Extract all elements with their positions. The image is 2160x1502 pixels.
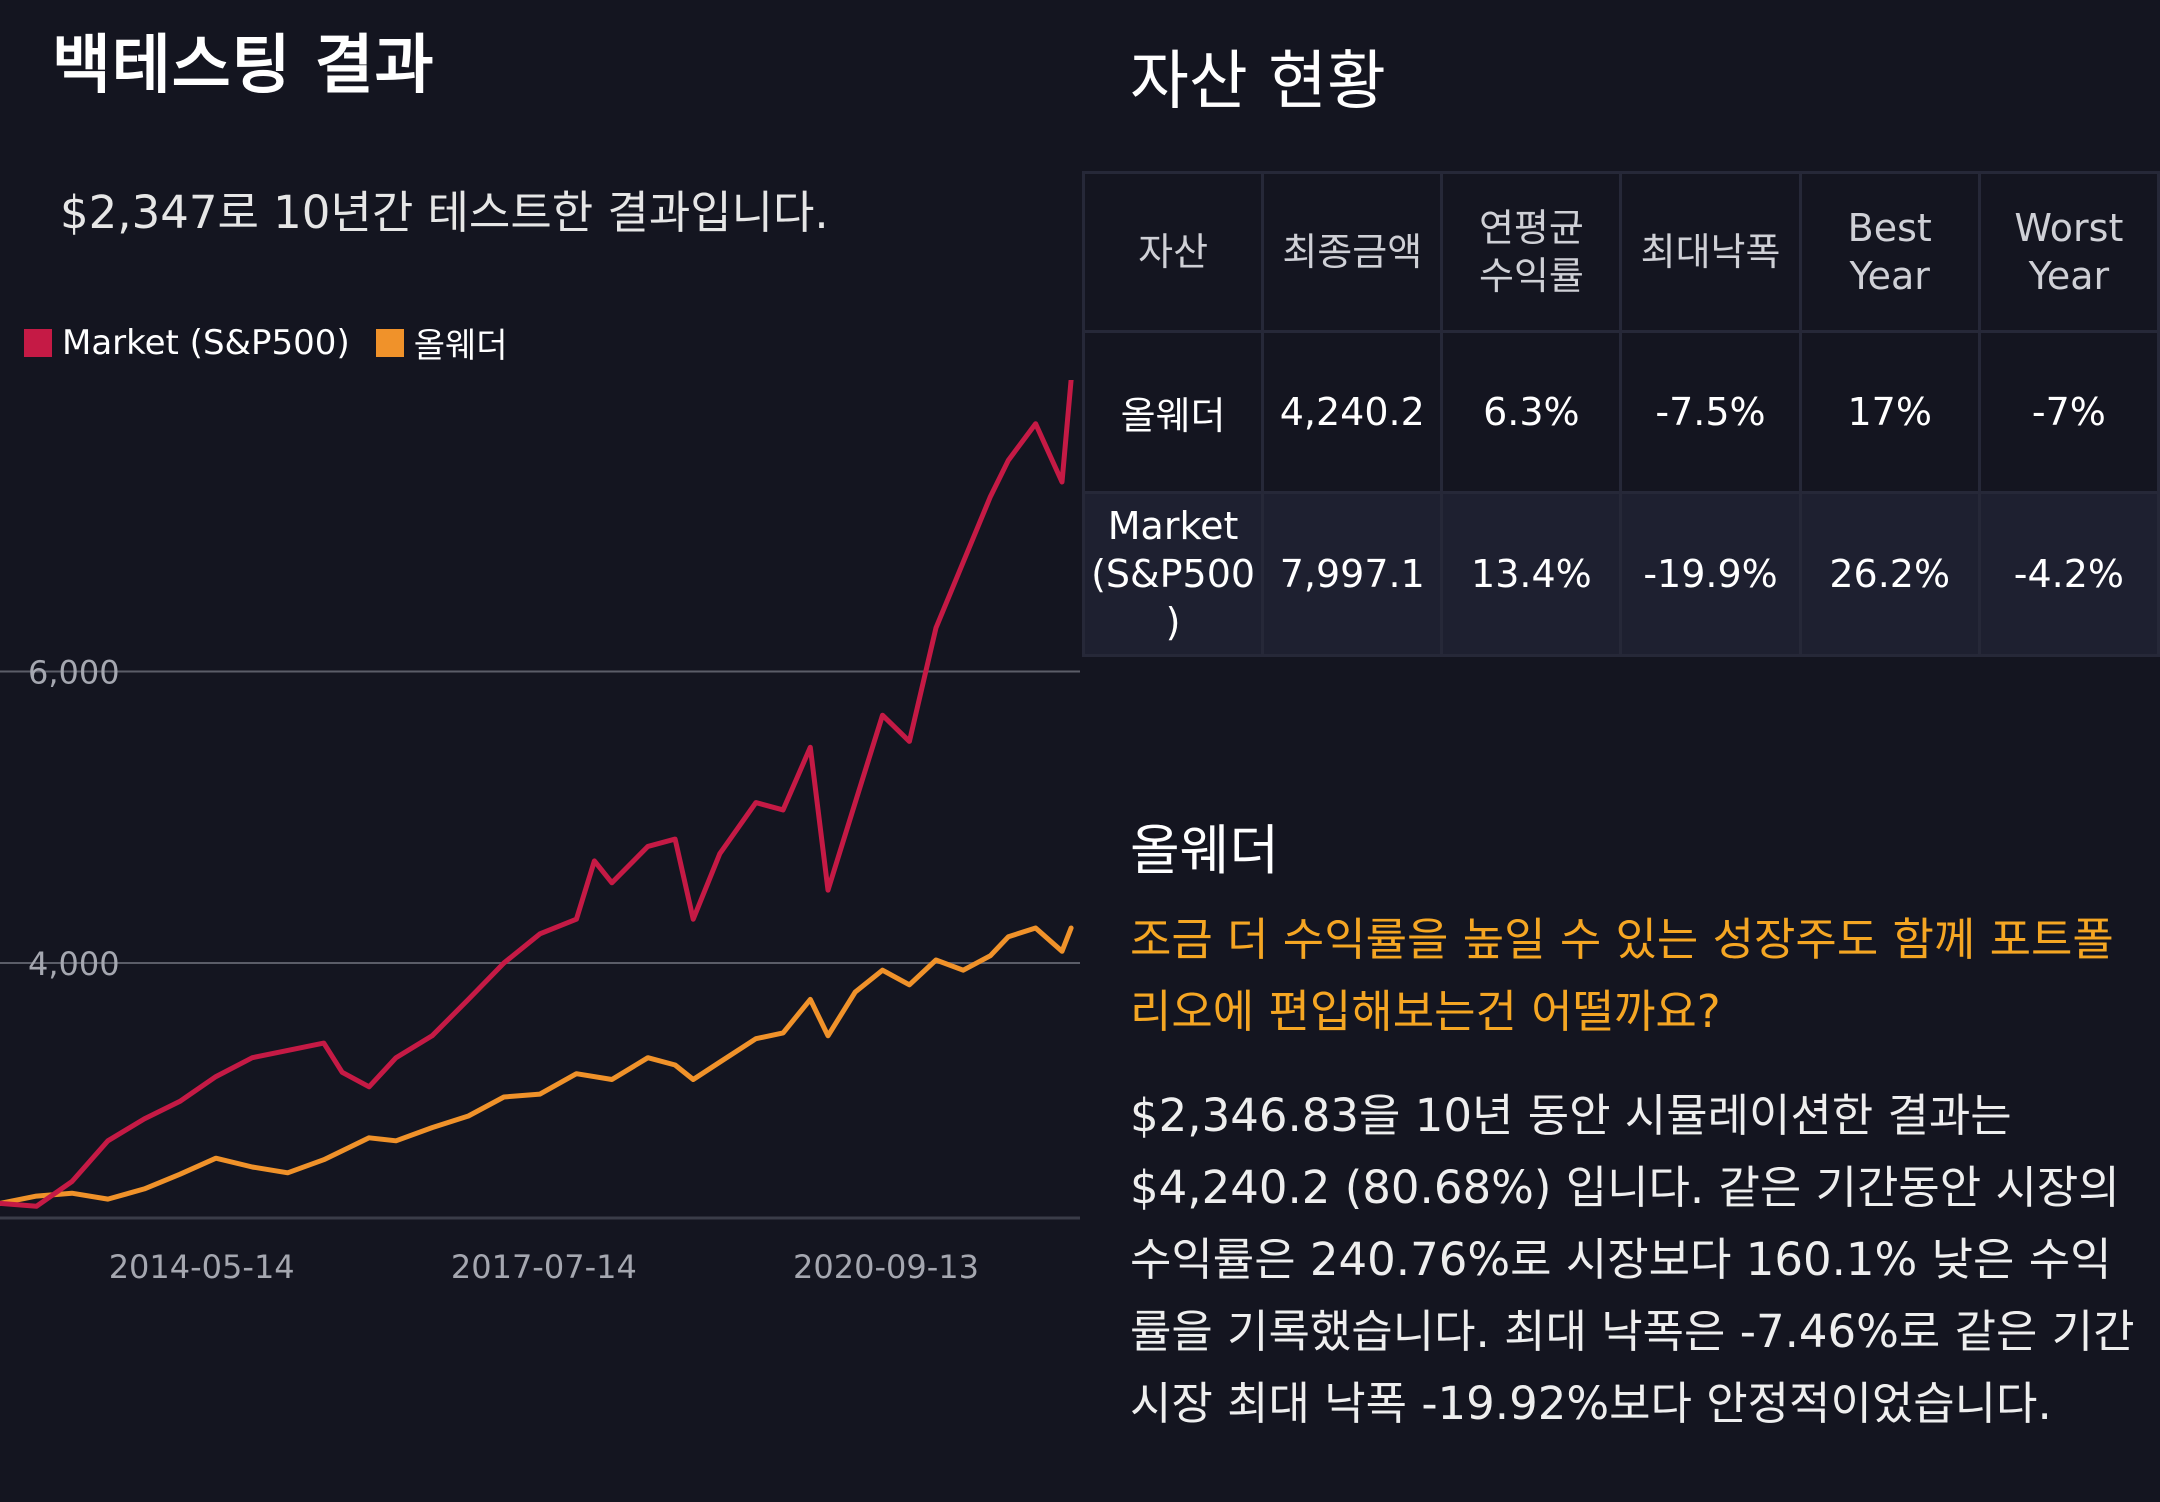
cell-asset-name: Market (S&P500 ) — [1081, 491, 1265, 657]
legend-label-market: Market (S&P500) — [62, 322, 350, 363]
series-line-allweather — [0, 925, 1074, 1206]
asset-table: 자산 최종금액 연평균 수익률 최대낙폭 Best Year Worst Yea… — [1081, 171, 2160, 657]
legend-item-allweather[interactable]: 올웨더 — [375, 318, 508, 367]
legend-swatch-allweather — [375, 328, 404, 357]
col-header-final-amount: 최종금액 — [1261, 171, 1444, 333]
col-header-best-year: Best Year — [1798, 171, 1981, 333]
x-tick-label: 2017-07-14 — [451, 1248, 637, 1286]
series-line-market — [0, 380, 1074, 1209]
backtest-title: 백테스팅 결과 — [52, 29, 435, 103]
legend-swatch-market — [24, 328, 52, 357]
cell-asset-name: 올웨더 — [1081, 330, 1265, 494]
col-header-worst-year: Worst Year — [1977, 171, 2160, 333]
asset-panel: 자산 현황 자산 최종금액 연평균 수익률 최대낙폭 Best Year Wor… — [1080, 0, 2160, 1502]
summary-highlight: 조금 더 수익률을 높일 수 있는 성장주도 함께 포트폴리오에 편입해보는건 … — [1130, 913, 2114, 1038]
legend-item-market[interactable]: Market (S&P500) — [24, 323, 350, 363]
cell-cagr: 6.3% — [1440, 330, 1623, 494]
x-tick-label: 2020-09-13 — [793, 1248, 979, 1286]
cell-cagr: 13.4% — [1440, 491, 1623, 657]
asset-status-title: 자산 현황 — [1130, 45, 1386, 119]
cell-final-amount: 7,997.1 — [1261, 491, 1444, 657]
table-row: Market (S&P500 ) 7,997.1 13.4% -19.9% 26… — [1081, 491, 2160, 657]
x-tick-label: 2014-05-14 — [109, 1248, 295, 1286]
table-row: 올웨더 4,240.2 6.3% -7.5% 17% -7% — [1081, 330, 2160, 494]
legend-label-allweather: 올웨더 — [413, 326, 508, 366]
summary-title: 올웨더 — [1130, 819, 1280, 882]
cell-mdd: -7.5% — [1619, 330, 1802, 494]
col-header-asset: 자산 — [1081, 171, 1265, 333]
cell-best-year: 17% — [1798, 330, 1981, 494]
backtest-panel: 백테스팅 결과 $2,347로 10년간 테스트한 결과입니다. Market … — [0, 29, 1080, 1286]
cell-mdd: -19.9% — [1619, 491, 1802, 657]
cell-final-amount: 4,240.2 — [1261, 330, 1444, 494]
cell-best-year: 26.2% — [1798, 491, 1981, 657]
col-header-cagr: 연평균 수익률 — [1440, 171, 1623, 333]
y-tick-label: 4,000 — [28, 945, 120, 983]
backtest-line-chart: 4,000 6,000 2014-05-14 2017-07-14 2020-09-13 — [0, 380, 1080, 1286]
asset-table-header: 자산 최종금액 연평균 수익률 최대낙폭 Best Year Worst Yea… — [1081, 171, 2160, 333]
cell-worst-year: -7% — [1977, 330, 2160, 494]
y-tick-label: 6,000 — [28, 653, 120, 691]
backtest-subtitle: $2,347로 10년간 테스트한 결과입니다. — [60, 186, 829, 239]
summary-description: $2,346.83을 10년 동안 시뮬레이션한 결과는 $4,240.2 (8… — [1130, 1089, 2135, 1430]
cell-worst-year: -4.2% — [1977, 491, 2160, 657]
chart-legend: Market (S&P500) 올웨더 — [24, 318, 534, 367]
col-header-mdd: 최대낙폭 — [1619, 171, 1802, 333]
